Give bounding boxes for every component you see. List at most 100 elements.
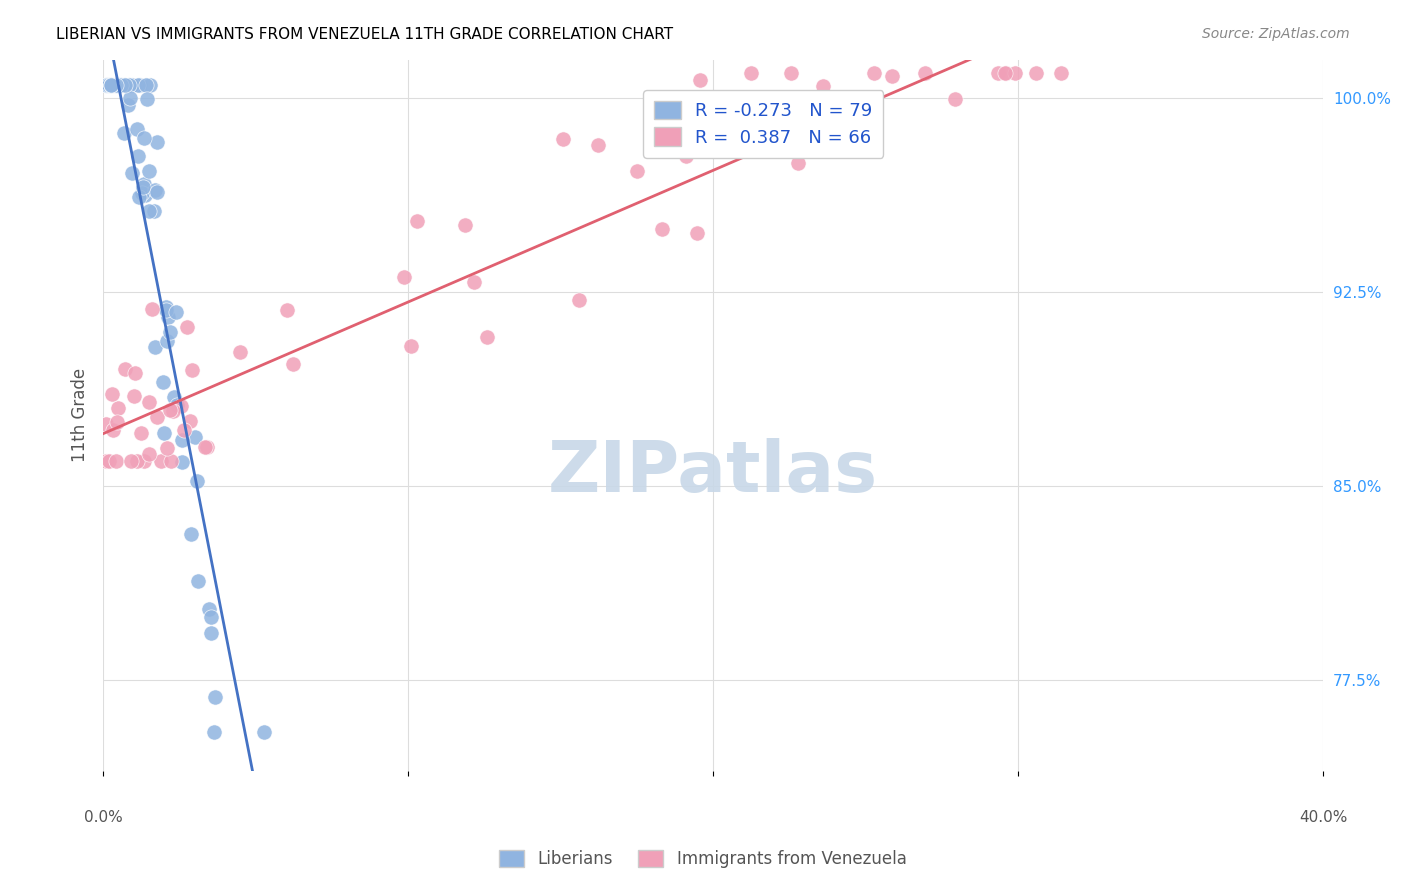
Point xyxy=(100,78,122,93)
Point xyxy=(114,126,136,140)
Point xyxy=(107,401,129,416)
Point xyxy=(100,78,122,93)
Point xyxy=(156,310,179,324)
Point xyxy=(139,78,162,93)
Point xyxy=(114,78,136,93)
Point xyxy=(159,403,181,417)
Text: 0.0%: 0.0% xyxy=(84,810,122,825)
Point xyxy=(162,404,184,418)
Point xyxy=(96,78,118,93)
Point xyxy=(101,78,124,93)
Point xyxy=(253,725,276,739)
Point xyxy=(146,186,169,200)
Point xyxy=(1004,65,1026,79)
Point xyxy=(200,610,222,624)
Point xyxy=(689,73,711,87)
Point xyxy=(685,226,707,240)
Point xyxy=(156,334,179,349)
Point xyxy=(103,78,125,93)
Point xyxy=(160,453,183,467)
Point xyxy=(186,475,208,489)
Point xyxy=(96,78,118,93)
Point xyxy=(198,601,221,615)
Point xyxy=(187,574,209,588)
Point xyxy=(142,203,165,218)
Point xyxy=(107,78,129,93)
Point xyxy=(135,78,157,93)
Point xyxy=(101,423,124,437)
Point xyxy=(104,78,127,93)
Point xyxy=(551,132,574,146)
Point xyxy=(204,690,226,704)
Point xyxy=(120,453,142,467)
Point xyxy=(100,78,122,93)
Point xyxy=(786,156,808,170)
Point xyxy=(131,179,153,194)
Point xyxy=(169,400,191,414)
Point xyxy=(848,141,870,155)
Point xyxy=(104,78,127,93)
Point xyxy=(1050,65,1073,79)
Point xyxy=(463,275,485,289)
Point xyxy=(813,79,835,94)
Point xyxy=(134,187,156,202)
Point xyxy=(96,417,118,431)
Point xyxy=(626,163,648,178)
Point xyxy=(475,330,498,344)
Point xyxy=(152,375,174,389)
Point xyxy=(121,166,143,180)
Point xyxy=(96,78,118,93)
Point xyxy=(125,453,148,467)
Point xyxy=(150,453,173,467)
Point xyxy=(138,204,160,219)
Point xyxy=(166,398,188,412)
Point xyxy=(454,218,477,232)
Point xyxy=(180,526,202,541)
Point xyxy=(194,440,217,454)
Point xyxy=(170,433,193,447)
Point xyxy=(202,725,225,739)
Point xyxy=(96,453,118,467)
Point xyxy=(128,78,150,93)
Point xyxy=(159,326,181,340)
Legend: Liberians, Immigrants from Venezuela: Liberians, Immigrants from Venezuela xyxy=(494,843,912,875)
Point xyxy=(143,183,166,197)
Point xyxy=(96,78,118,93)
Point xyxy=(197,440,219,454)
Text: Source: ZipAtlas.com: Source: ZipAtlas.com xyxy=(1202,27,1350,41)
Point xyxy=(96,78,118,93)
Point xyxy=(179,414,201,428)
Point xyxy=(122,389,145,403)
Point xyxy=(675,149,697,163)
Point xyxy=(104,453,127,467)
Point xyxy=(914,65,936,79)
Point xyxy=(406,213,429,227)
Legend: R = -0.273   N = 79, R =  0.387   N = 66: R = -0.273 N = 79, R = 0.387 N = 66 xyxy=(643,90,883,158)
Point xyxy=(110,78,132,93)
Point xyxy=(181,362,204,376)
Point xyxy=(129,425,152,440)
Point xyxy=(114,362,136,376)
Point xyxy=(153,425,176,440)
Point xyxy=(176,320,198,334)
Point xyxy=(987,65,1010,79)
Point xyxy=(780,65,803,79)
Point xyxy=(163,390,186,404)
Point xyxy=(880,69,903,83)
Point xyxy=(1025,65,1047,79)
Point xyxy=(105,78,128,93)
Y-axis label: 11th Grade: 11th Grade xyxy=(72,368,89,462)
Point xyxy=(100,78,122,93)
Point xyxy=(146,409,169,424)
Point xyxy=(108,78,131,93)
Point xyxy=(394,270,416,285)
Point xyxy=(132,131,155,145)
Point xyxy=(112,78,135,93)
Point xyxy=(768,99,790,113)
Point xyxy=(173,423,195,437)
Point xyxy=(124,366,146,380)
Point xyxy=(156,441,179,455)
Point xyxy=(110,78,132,93)
Point xyxy=(863,65,886,79)
Point xyxy=(128,190,150,204)
